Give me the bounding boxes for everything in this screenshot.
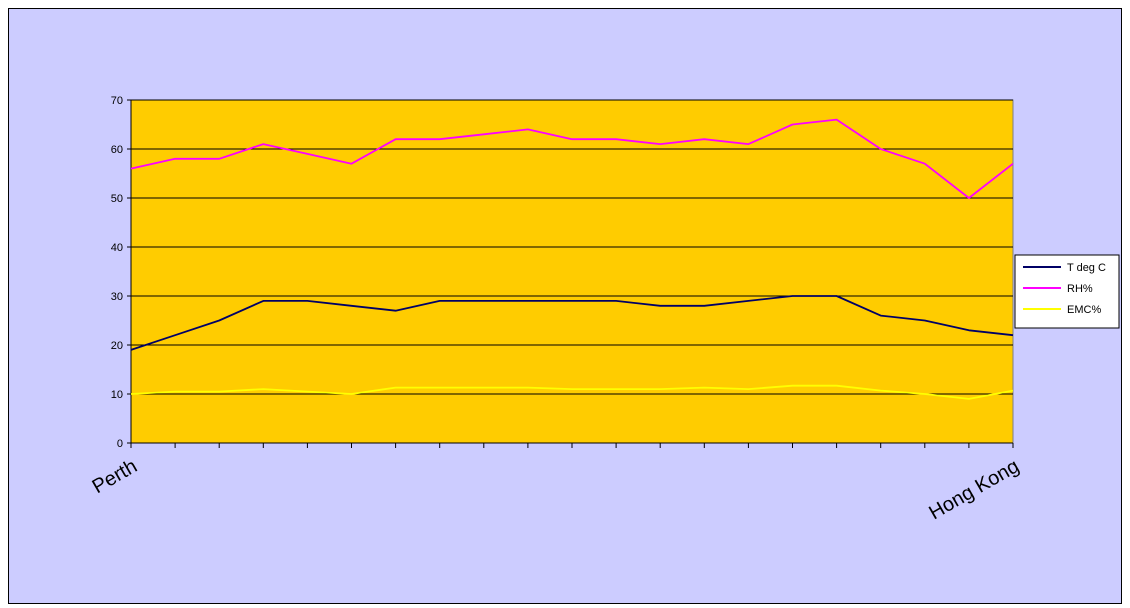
y-tick-label: 20 (111, 340, 123, 352)
legend-label: T deg C (1067, 262, 1106, 274)
line-chart: 0 10 20 30 40 50 60 70 Perth Hong Kong T deg C RH%… (89, 95, 1120, 524)
legend: T deg C RH% EMC% (1014, 254, 1120, 329)
y-tick-label: 50 (111, 193, 123, 205)
series-lines (130, 118, 1014, 400)
y-tick-label: 0 (117, 438, 123, 450)
y-tick-label: 70 (111, 95, 123, 107)
plot-area (130, 99, 1014, 444)
x-category-label: Perth (89, 455, 141, 498)
chart-area: 0 10 20 30 40 50 60 70 Perth Hong Kong T deg C RH%… (8, 8, 1122, 604)
legend-label: RH% (1067, 283, 1093, 295)
legend-label: EMC% (1067, 304, 1101, 316)
x-category-label: Hong Kong (925, 455, 1023, 524)
y-tick-label: 10 (111, 389, 123, 401)
gridlines (131, 99, 1013, 395)
series-line (130, 118, 1014, 199)
y-tick-label: 60 (111, 144, 123, 156)
y-tick-label: 40 (111, 242, 123, 254)
y-tick-label: 30 (111, 291, 123, 303)
series-line (130, 295, 1014, 351)
series-line (130, 384, 1014, 400)
